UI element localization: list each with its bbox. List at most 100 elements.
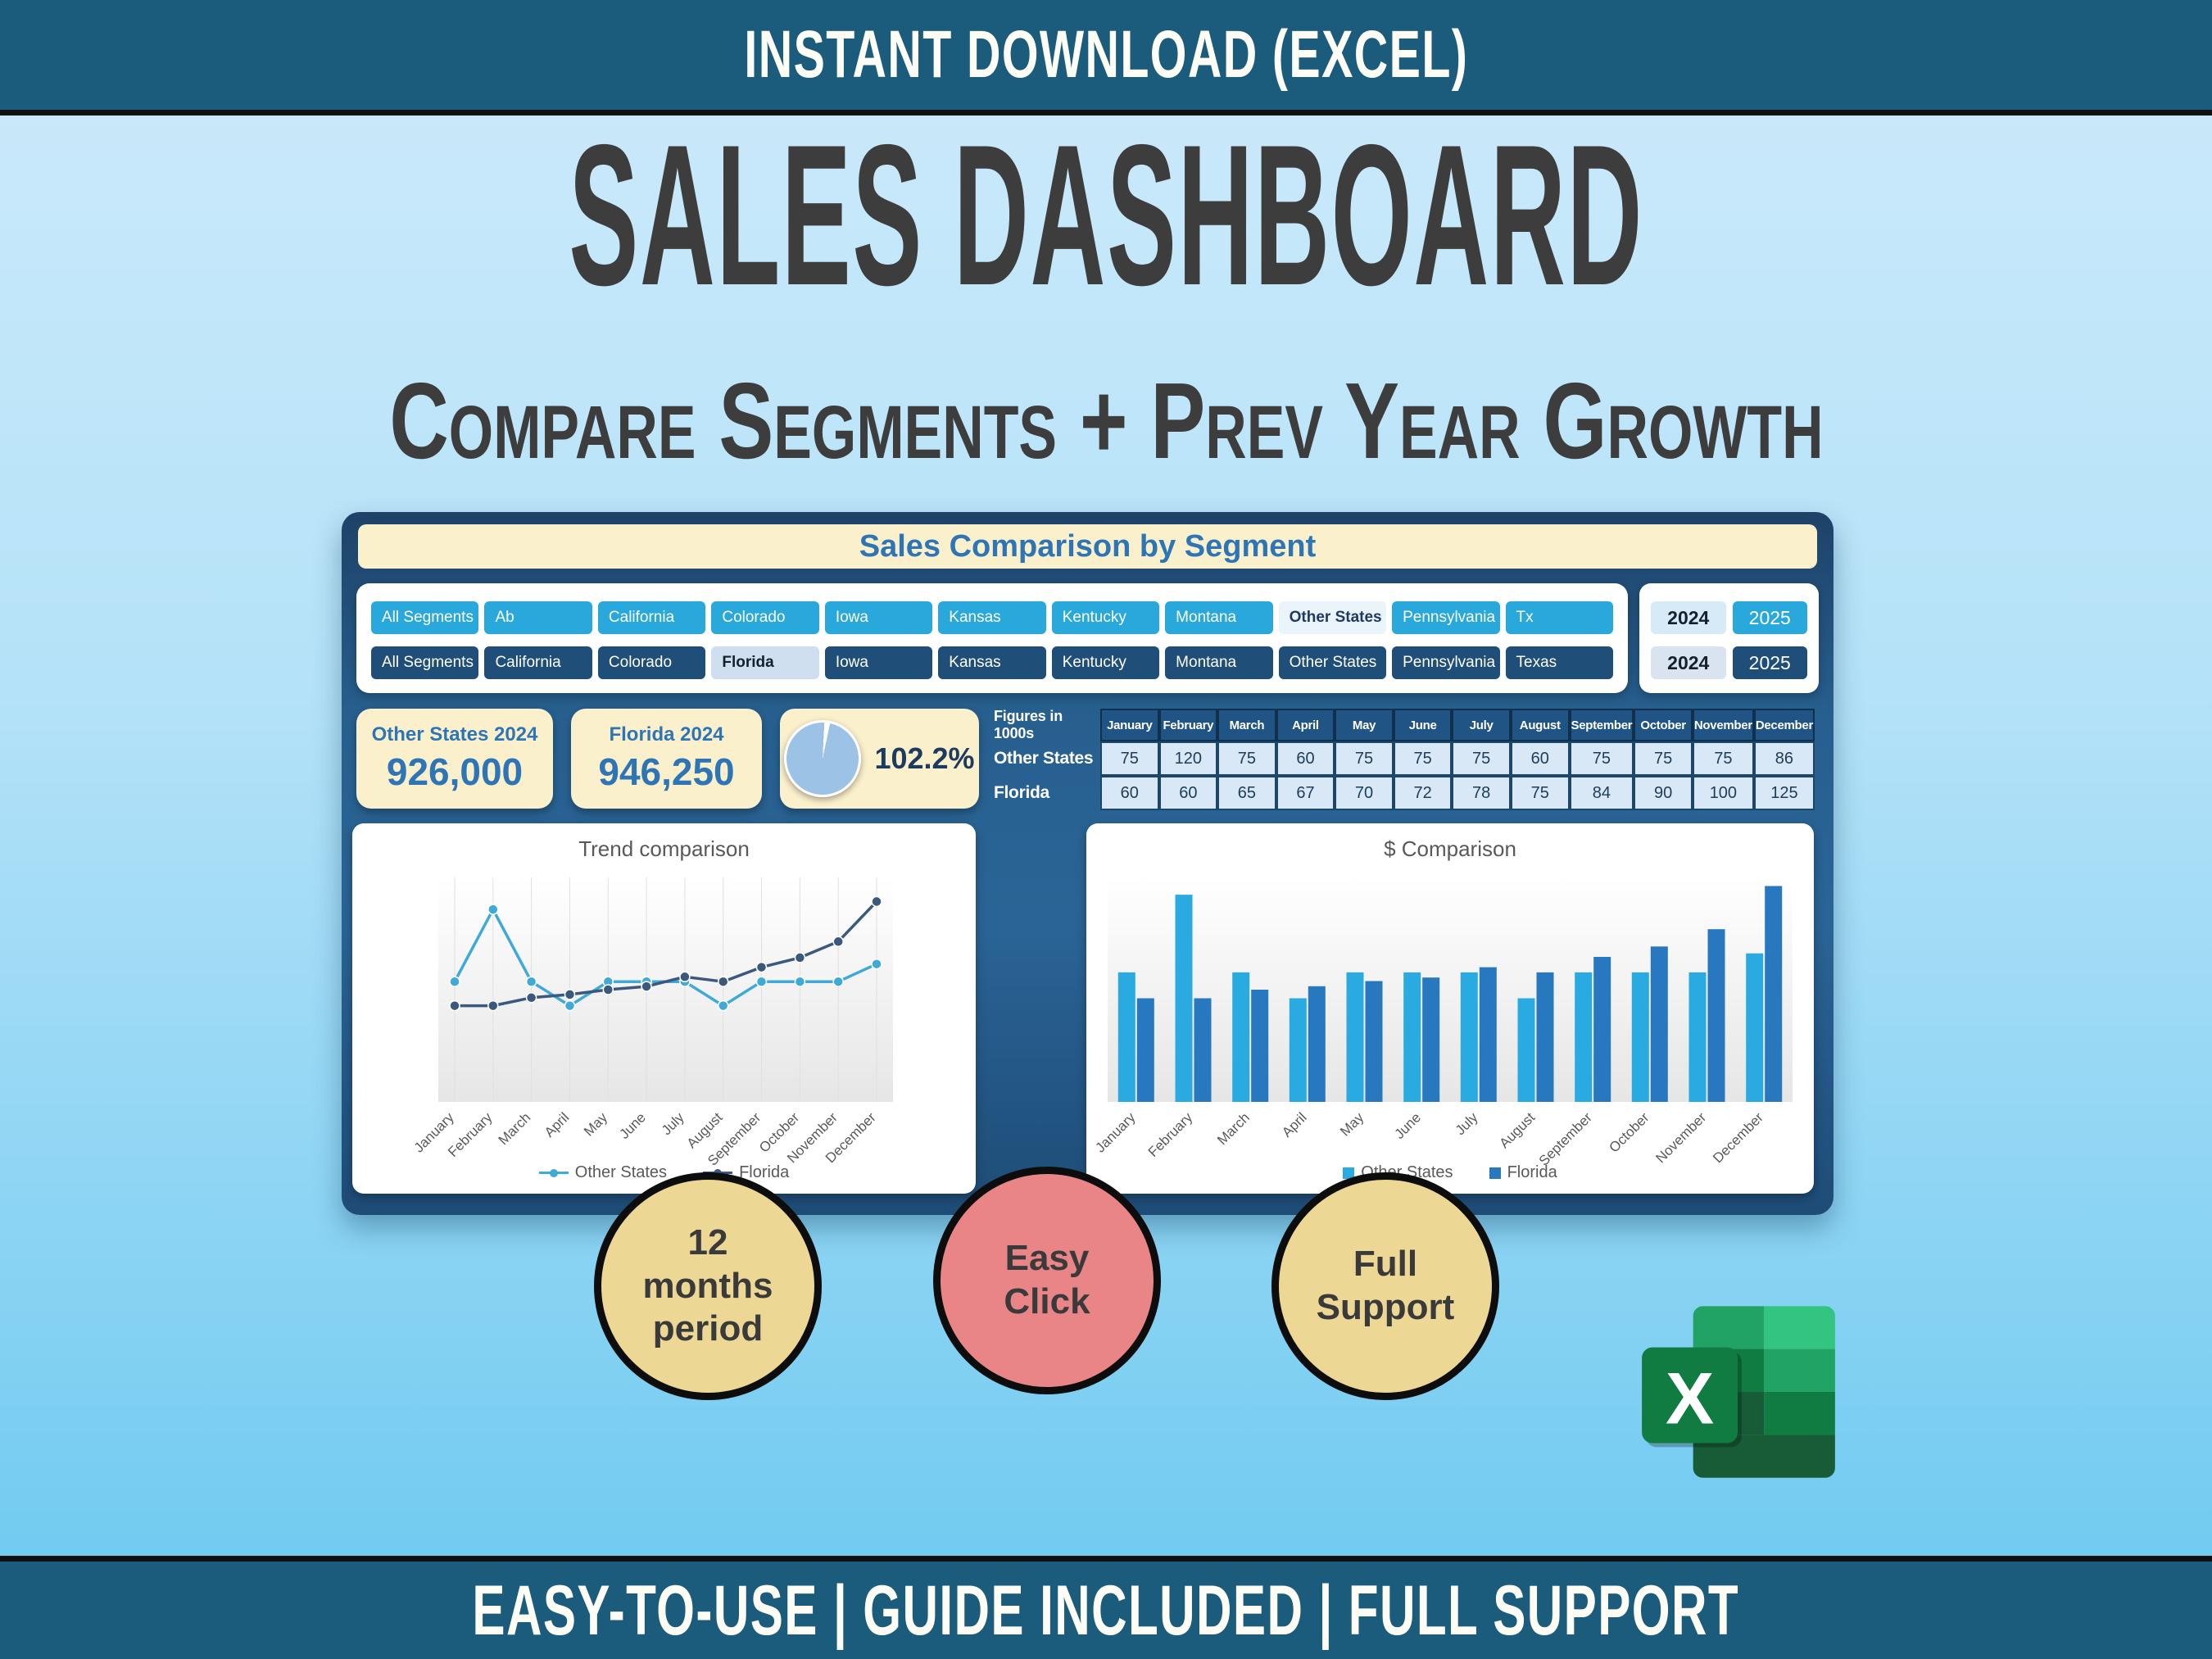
slicer-button-california[interactable]: California	[484, 646, 592, 679]
slicer-button-other-states[interactable]: Other States	[1278, 646, 1387, 679]
slicer-button-iowa[interactable]: Iowa	[824, 601, 933, 634]
table-header-cell-june: June	[1393, 709, 1453, 741]
bar-chart-legend: Other States Florida	[1086, 1163, 1814, 1182]
x-axis-label: June	[616, 1109, 649, 1142]
year-toggle-2024[interactable]: 2024	[1651, 601, 1726, 634]
table-header-cell-september: September	[1569, 709, 1634, 741]
dashboard-panel: Sales Comparison by Segment All Segments…	[342, 512, 1834, 1215]
table-cell: 75	[1510, 776, 1570, 810]
slicer-button-all-segments[interactable]: All Segments	[371, 646, 479, 679]
growth-value: 102.2%	[874, 741, 975, 775]
slicer-button-colorado[interactable]: Colorado	[597, 646, 706, 679]
year-toggle-2025[interactable]: 2025	[1732, 646, 1807, 679]
x-axis-label: September	[1536, 1109, 1595, 1168]
x-axis-label: August	[1496, 1109, 1538, 1151]
x-axis-label: March	[1214, 1109, 1253, 1148]
table-header-cell-december: December	[1753, 709, 1815, 741]
slicer-button-pennsylvania[interactable]: Pennsylvania	[1392, 646, 1500, 679]
table-row-label-florida: Florida	[994, 783, 1049, 802]
bar-chart: January February March April May June July Augu…	[1092, 877, 1793, 1169]
x-axis-label: July	[1453, 1109, 1481, 1138]
slicer-button-iowa[interactable]: Iowa	[824, 646, 933, 679]
slicer-button-kansas[interactable]: Kansas	[938, 646, 1046, 679]
year-toggle-2025[interactable]: 2025	[1732, 601, 1807, 634]
year-toggle-2024[interactable]: 2024	[1651, 646, 1726, 679]
x-axis-label: November	[1652, 1109, 1709, 1166]
table-cell: 72	[1393, 776, 1453, 810]
slicer-button-ab[interactable]: Ab	[484, 601, 592, 634]
kpi-label: Florida 2024	[609, 723, 724, 746]
data-table: Figures in 1000s January February March Apri…	[994, 708, 1815, 810]
badge-text: Easy Click	[1004, 1238, 1090, 1321]
banner-top-text: INSTANT DOWNLOAD (EXCEL)	[744, 17, 1468, 92]
table-cell: 120	[1158, 741, 1218, 776]
slicer-button-montana[interactable]: Montana	[1165, 646, 1273, 679]
table-cell: 75	[1217, 741, 1276, 776]
bar-chart-title: $ Comparison	[1384, 836, 1516, 861]
legend-label: Florida	[739, 1163, 790, 1181]
badge-12-months-period: 12 months period	[594, 1172, 822, 1400]
table-row-label-other-states: Other States	[994, 749, 1094, 768]
table-cell: 84	[1569, 776, 1634, 810]
dashboard-header: Sales Comparison by Segment	[358, 524, 1817, 569]
line-marker-icon	[538, 1168, 569, 1177]
slicer-button-colorado[interactable]: Colorado	[711, 601, 819, 634]
x-axis-label: October	[1606, 1109, 1652, 1155]
page-subtitle-text: Compare Segments + Prev Year Growth	[388, 360, 1824, 481]
slicer-button-montana[interactable]: Montana	[1165, 601, 1273, 634]
table-header-cell-january: January	[1100, 709, 1159, 741]
table-cell: 86	[1753, 741, 1815, 776]
year-panel: 2024 2025 2024 2025	[1639, 583, 1819, 693]
trend-chart-title: Trend comparison	[578, 836, 750, 861]
x-axis-label: April	[542, 1109, 572, 1140]
excel-x-letter: X	[1666, 1358, 1714, 1439]
slicer-button-california[interactable]: California	[597, 601, 706, 634]
trend-chart-card: Trend comparison January February March Apr…	[352, 823, 976, 1194]
kpi-value: 926,000	[386, 750, 524, 793]
table-corner-label: Figures in 1000s	[994, 708, 1063, 741]
slicer-button-texas[interactable]: Texas	[1505, 646, 1613, 679]
table-header-cell-october: October	[1634, 709, 1693, 741]
table-cell: 75	[1452, 741, 1511, 776]
table-header-cell-april: April	[1276, 709, 1335, 741]
table-cell: 60	[1158, 776, 1218, 810]
slicer-button-pennsylvania[interactable]: Pennsylvania	[1392, 601, 1500, 634]
table-header-cell-august: August	[1510, 709, 1570, 741]
separator-line-top	[0, 110, 2212, 116]
table-header-cell-july: July	[1452, 709, 1511, 741]
square-marker-icon	[1343, 1167, 1355, 1179]
slicer-button-kansas[interactable]: Kansas	[938, 601, 1046, 634]
table-cell: 75	[1569, 741, 1634, 776]
legend-item-florida: Florida	[1489, 1163, 1557, 1182]
excel-logo: X	[1630, 1303, 1842, 1485]
slicer-button-kentucky[interactable]: Kentucky	[1051, 601, 1160, 634]
kpi-label: Other States 2024	[371, 723, 538, 746]
badge-text: 12 months period	[642, 1222, 773, 1349]
slicer-button-florida[interactable]: Florida	[711, 646, 819, 679]
page-subtitle: Compare Segments + Prev Year Growth	[0, 367, 2212, 475]
table-cell: 75	[1393, 741, 1453, 776]
table-cell: 100	[1692, 776, 1754, 810]
growth-pie-chart	[784, 720, 862, 797]
x-axis-label: May	[1337, 1109, 1367, 1139]
slicer-button-tx[interactable]: Tx	[1505, 601, 1613, 634]
square-marker-icon	[1489, 1167, 1501, 1179]
table-cell: 75	[1335, 741, 1394, 776]
page-title: SALES DASHBOARD	[0, 115, 2212, 315]
year-row-2025-theme: 2024 2025	[1651, 646, 1807, 679]
table-cell: 60	[1100, 776, 1159, 810]
x-axis-label: January	[1092, 1109, 1139, 1156]
slicer-button-other-states[interactable]: Other States	[1278, 601, 1387, 634]
table-header-cell-march: March	[1217, 709, 1276, 741]
kpi-card-other-states: Other States 2024 926,000	[356, 709, 553, 809]
x-axis-label: May	[581, 1109, 610, 1139]
separator-line-bottom	[0, 1556, 2212, 1562]
table-cell: 75	[1100, 741, 1159, 776]
slicer-row-2024: All Segments Ab California Colorado Iowa Kans…	[371, 601, 1613, 634]
badge-full-support: Full Support	[1271, 1172, 1499, 1400]
slicer-button-all-segments[interactable]: All Segments	[371, 601, 479, 634]
badge-easy-click: Easy Click	[933, 1167, 1161, 1394]
banner-bottom-text: EASY-TO-USE | GUIDE INCLUDED | FULL SUPP…	[472, 1571, 1740, 1650]
slicer-row-2025: All Segments California Colorado Florida Iow…	[371, 646, 1613, 679]
slicer-button-kentucky[interactable]: Kentucky	[1051, 646, 1160, 679]
